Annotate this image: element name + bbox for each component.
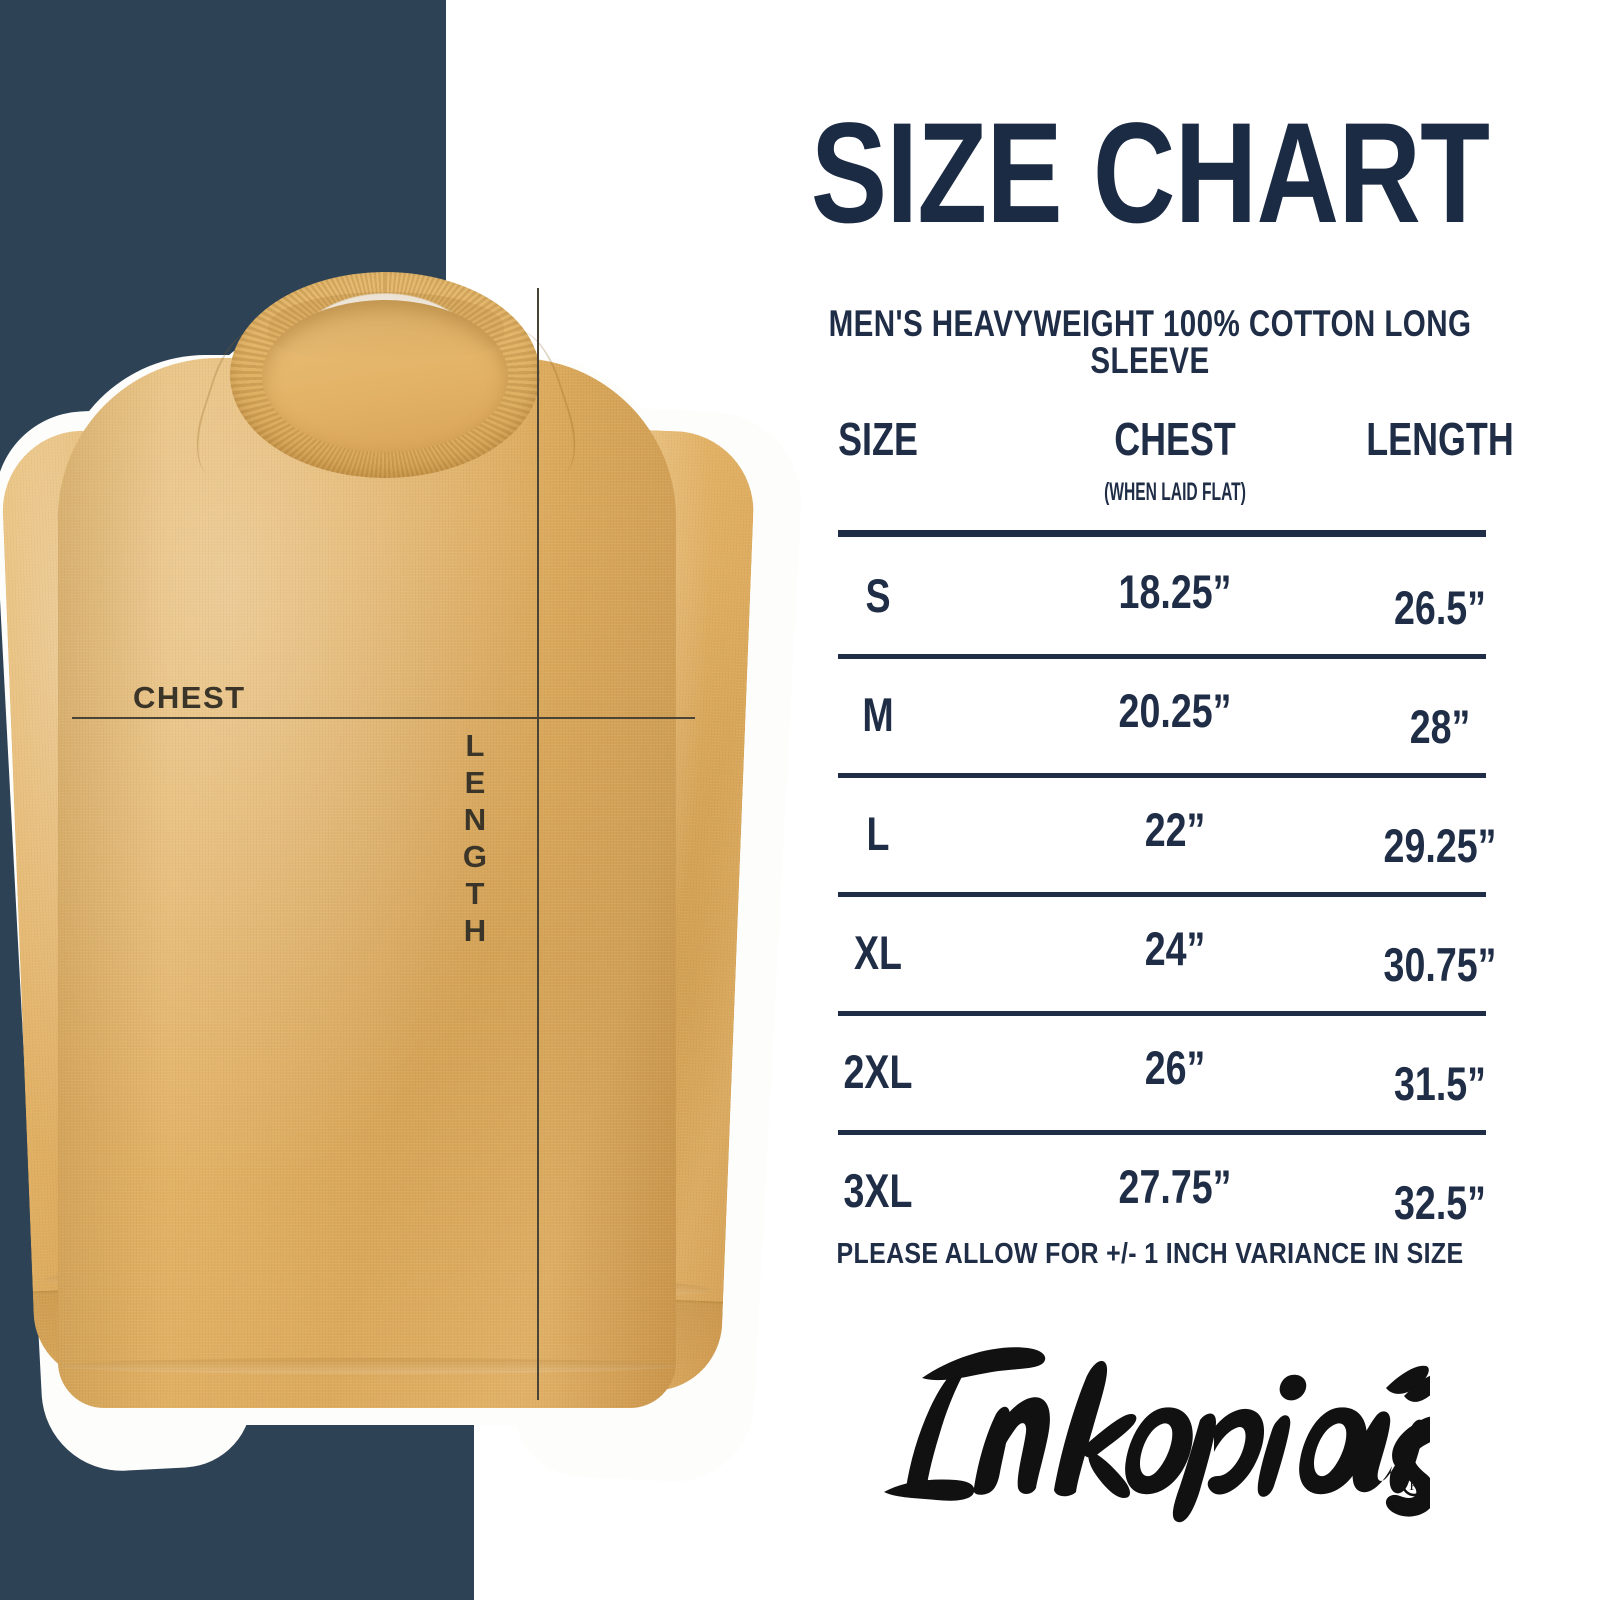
row-divider: [838, 1130, 1486, 1135]
column-header-chest-text: CHEST: [1114, 413, 1236, 465]
column-header-chest-subnote: (WHEN LAID FLAT): [1104, 478, 1246, 506]
cell-chest: 27.75”: [1118, 1160, 1232, 1213]
row-divider: [838, 892, 1486, 897]
length-measurement-label: LENGTH: [457, 728, 493, 950]
table-row: S 18.25” 26.5”: [700, 540, 1600, 659]
cell-chest: 24”: [1144, 922, 1206, 975]
shirt-neck-tape: [268, 292, 504, 362]
row-divider: [838, 1011, 1486, 1016]
row-divider: [838, 654, 1486, 659]
column-header-chest: CHEST (WHEN LAID FLAT): [1050, 412, 1300, 506]
shirt-illustration: CHEST LENGTH: [0, 0, 800, 1600]
cell-length: 32.5”: [1394, 1176, 1486, 1229]
cell-length: 30.75”: [1383, 938, 1497, 991]
shirt-body: [58, 358, 676, 1408]
table-row: XL 24” 30.75”: [700, 897, 1600, 1016]
chest-measurement-label: CHEST: [133, 680, 246, 715]
chart-column: SIZE CHART MEN'S HEAVYWEIGHT 100% COTTON…: [700, 0, 1600, 1600]
cell-size: S: [865, 569, 891, 622]
cell-size: M: [862, 688, 894, 741]
row-divider: [838, 773, 1486, 778]
brand-logo: R: [700, 1312, 1600, 1527]
table-row: L 22” 29.25”: [700, 778, 1600, 897]
cell-chest: 26”: [1144, 1041, 1206, 1094]
table-row: 3XL 27.75” 32.5”: [700, 1135, 1600, 1254]
svg-text:R: R: [1409, 1479, 1419, 1494]
table-row: M 20.25” 28”: [700, 659, 1600, 778]
cell-size: XL: [853, 926, 903, 979]
cell-size: 3XL: [843, 1164, 913, 1217]
cell-size: 2XL: [843, 1045, 913, 1098]
length-measurement-line: [537, 288, 539, 1400]
page-title: SIZE CHART: [810, 94, 1490, 253]
cell-length: 28”: [1409, 700, 1471, 753]
cell-length: 31.5”: [1394, 1057, 1486, 1110]
cell-length: 26.5”: [1394, 581, 1486, 634]
registered-trademark-mark: R: [1401, 1471, 1427, 1497]
cell-chest: 20.25”: [1118, 684, 1232, 737]
table-header-row: SIZE CHEST (WHEN LAID FLAT) LENGTH: [700, 412, 1600, 537]
column-header-length: LENGTH: [1366, 413, 1514, 465]
cell-chest: 18.25”: [1118, 565, 1232, 618]
table-body: S 18.25” 26.5” M 20.25” 28” L 22” 29.25”: [700, 540, 1600, 1254]
page-subtitle: MEN'S HEAVYWEIGHT 100% COTTON LONG SLEEV…: [828, 303, 1472, 381]
cell-chest: 22”: [1144, 803, 1206, 856]
variance-note: PLEASE ALLOW FOR +/- 1 INCH VARIANCE IN …: [836, 1238, 1464, 1270]
shirt-neck-opening: [262, 300, 508, 452]
size-table: SIZE CHEST (WHEN LAID FLAT) LENGTH S 18.…: [700, 412, 1600, 1229]
table-row: 2XL 26” 31.5”: [700, 1016, 1600, 1135]
cell-length: 29.25”: [1383, 819, 1497, 872]
chest-measurement-line: [72, 717, 695, 719]
cell-size: L: [866, 807, 890, 860]
table-header-rule: [838, 530, 1486, 537]
column-header-size: SIZE: [838, 413, 918, 465]
